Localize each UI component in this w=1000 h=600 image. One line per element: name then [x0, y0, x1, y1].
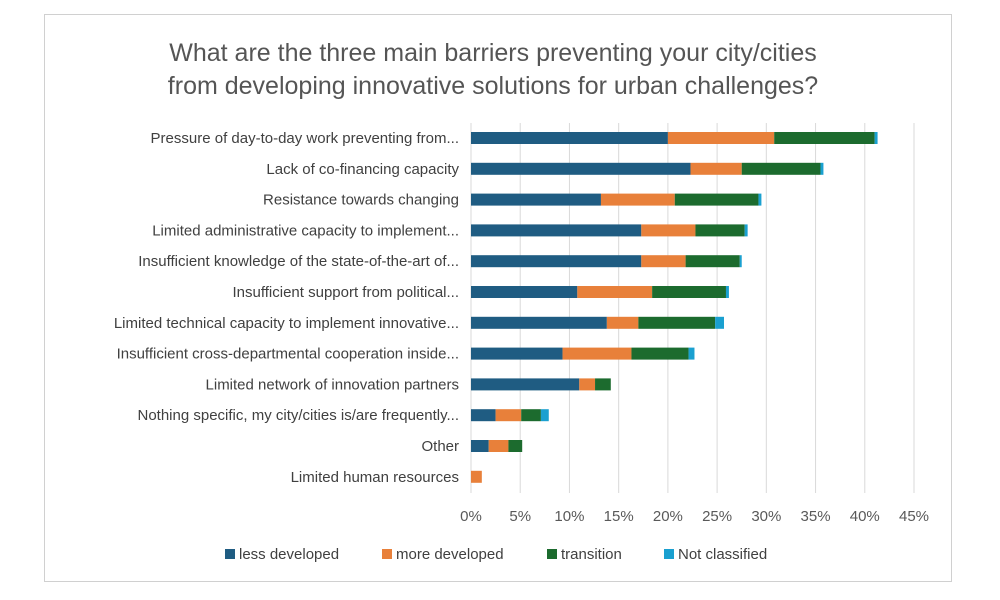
bar-segment-more-developed	[577, 286, 653, 298]
legend-swatch	[664, 549, 674, 559]
category-label: Insufficient support from political...	[233, 284, 460, 301]
legend-label: more developed	[396, 546, 504, 563]
bar-segment-not-classified	[715, 316, 725, 329]
bar-segment-transition	[741, 162, 821, 175]
bar-segment-transition	[652, 286, 726, 298]
bar-segment-transition	[508, 440, 523, 452]
bar-segment-more-developed	[471, 470, 482, 483]
bar-segment-transition	[638, 316, 716, 329]
bar-segment-less-developed	[471, 409, 496, 422]
legend-label: less developed	[239, 546, 339, 563]
bar-segment-more-developed	[495, 409, 522, 422]
bar-segment-less-developed	[471, 286, 578, 298]
bar-segment-not-classified	[688, 347, 695, 360]
bar-segment-more-developed	[600, 193, 675, 206]
category-label: Insufficient knowledge of the state-of-t…	[138, 253, 459, 270]
category-label: Nothing specific, my city/cities is/are …	[137, 407, 459, 424]
category-label: Limited administrative capacity to imple…	[152, 222, 459, 239]
category-label: Resistance towards changing	[263, 192, 459, 209]
category-label: Other	[421, 438, 459, 455]
bar-segment-more-developed	[690, 162, 742, 175]
category-labels: Pressure of day-to-day work preventing f…	[114, 130, 460, 486]
legend: less developed more developed transition No…	[225, 546, 767, 563]
bar-segment-more-developed	[641, 255, 686, 268]
x-tick-label: 25%	[702, 508, 732, 525]
bar-segment-more-developed	[641, 224, 696, 237]
bar-segment-less-developed	[471, 347, 563, 360]
bar-segment-not-classified	[820, 162, 824, 175]
x-tick-label: 15%	[604, 508, 634, 525]
x-tick-label: 0%	[460, 508, 482, 525]
x-tick-label: 30%	[751, 508, 781, 525]
bar-segment-less-developed	[471, 378, 580, 391]
x-tick-label: 5%	[509, 508, 531, 525]
bar-segment-less-developed	[471, 162, 691, 175]
bar-segment-less-developed	[471, 132, 668, 144]
bar-segment-more-developed	[562, 347, 632, 360]
category-label: Lack of co-financing capacity	[266, 161, 459, 178]
category-label: Pressure of day-to-day work preventing f…	[151, 130, 459, 147]
bar-segment-more-developed	[606, 316, 639, 329]
bar-segment-transition	[595, 378, 611, 391]
legend-label: transition	[561, 546, 622, 563]
bar-segment-less-developed	[471, 316, 607, 329]
bar-segment-transition	[631, 347, 689, 360]
legend-swatch	[547, 549, 557, 559]
bar-segment-not-classified	[758, 193, 762, 206]
bar-segment-transition	[774, 132, 875, 144]
category-label: Limited network of innovation partners	[206, 376, 459, 393]
chart-title-line-2: from developing innovative solutions for…	[168, 72, 818, 100]
bar-segment-transition	[521, 409, 541, 422]
bars	[471, 132, 878, 483]
legend-swatch	[382, 549, 392, 559]
bar-segment-less-developed	[471, 224, 642, 237]
x-tick-label: 10%	[554, 508, 584, 525]
bar-segment-more-developed	[579, 378, 596, 391]
chart-svg: What are the three main barriers prevent…	[114, 39, 929, 563]
chart-title-line-1: What are the three main barriers prevent…	[169, 39, 817, 67]
x-axis-tick-labels: 0% 5% 10% 15% 20% 25% 30% 35% 40% 45%	[460, 508, 929, 525]
bar-segment-transition	[695, 224, 745, 237]
bar-segment-not-classified	[739, 255, 742, 268]
bar-segment-transition	[685, 255, 740, 268]
bar-segment-more-developed	[488, 440, 509, 452]
x-tick-label: 35%	[801, 508, 831, 525]
bar-segment-not-classified	[725, 286, 729, 298]
category-label: Insufficient cross-departmental cooperat…	[117, 346, 459, 363]
category-label: Limited technical capacity to implement …	[114, 315, 459, 332]
bar-segment-less-developed	[471, 193, 601, 206]
bar-segment-less-developed	[471, 440, 489, 452]
bar-segment-less-developed	[471, 255, 642, 268]
gridlines	[470, 123, 915, 493]
category-label: Limited human resources	[291, 469, 459, 486]
bar-segment-not-classified	[540, 409, 549, 422]
legend-label: Not classified	[678, 546, 767, 563]
bar-segment-more-developed	[667, 132, 775, 144]
bar-segment-not-classified	[744, 224, 748, 237]
legend-swatch	[225, 549, 235, 559]
bar-segment-not-classified	[874, 132, 878, 144]
chart-frame: What are the three main barriers prevent…	[44, 14, 952, 582]
x-tick-label: 20%	[653, 508, 683, 525]
x-tick-label: 40%	[850, 508, 880, 525]
bar-segment-transition	[674, 193, 759, 206]
x-tick-label: 45%	[899, 508, 929, 525]
